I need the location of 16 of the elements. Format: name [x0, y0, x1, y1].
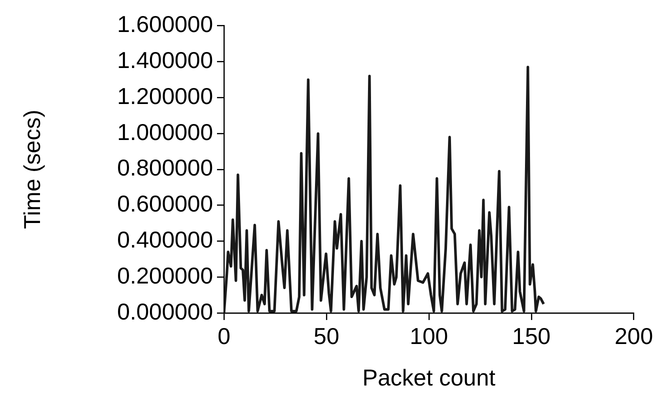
y-tick-label: 1.400000	[117, 47, 213, 74]
x-tick-label: 200	[614, 323, 653, 350]
x-tick-label: 100	[410, 323, 448, 350]
y-tick-label: 0.600000	[117, 190, 213, 217]
x-tick-label: 50	[314, 323, 340, 350]
y-tick-label: 0.200000	[117, 262, 213, 288]
y-tick-label: 0.000000	[117, 298, 213, 324]
y-tick-label: 1.600000	[117, 11, 213, 38]
y-tick-label: 1.000000	[117, 118, 213, 145]
y-tick-label: 0.800000	[117, 154, 213, 181]
x-axis-title: Packet count	[362, 364, 496, 391]
y-tick-label: 1.200000	[117, 82, 213, 109]
y-axis-title: Time (secs)	[19, 110, 46, 230]
x-tick-label: 150	[512, 323, 551, 350]
y-tick-label: 0.400000	[117, 226, 213, 253]
x-tick-label: 0	[218, 323, 230, 350]
